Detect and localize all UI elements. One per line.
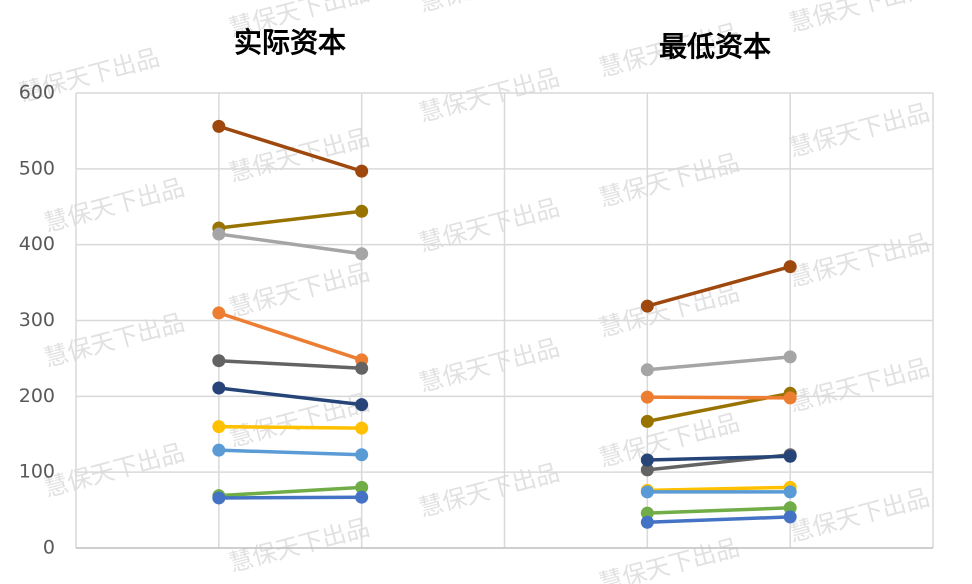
series-line bbox=[218, 232, 791, 372]
watermark: 慧保天下出品 bbox=[786, 98, 932, 162]
watermark: 慧保天下出品 bbox=[416, 63, 562, 127]
marker bbox=[640, 485, 654, 499]
watermark: 慧保天下出品 bbox=[596, 148, 742, 212]
marker bbox=[212, 119, 226, 133]
marker bbox=[355, 247, 369, 261]
watermark: 慧保天下出品 bbox=[786, 0, 932, 38]
watermark: 慧保天下出品 bbox=[41, 308, 187, 372]
y-tick-label: 100 bbox=[19, 461, 55, 483]
marker bbox=[783, 449, 797, 463]
watermark: 慧保天下出品 bbox=[786, 353, 932, 417]
y-tick-label: 0 bbox=[43, 537, 55, 559]
marker bbox=[212, 491, 226, 505]
marker bbox=[212, 420, 226, 434]
series-line bbox=[218, 311, 791, 400]
watermark: 慧保天下出品 bbox=[416, 458, 562, 522]
series-line bbox=[218, 495, 791, 524]
marker bbox=[212, 227, 226, 241]
watermark: 慧保天下出品 bbox=[596, 533, 742, 584]
watermark: 慧保天下出品 bbox=[786, 228, 932, 292]
marker bbox=[783, 350, 797, 364]
series-line bbox=[218, 124, 791, 308]
y-tick-label: 600 bbox=[19, 82, 55, 104]
watermark: 慧保天下出品 bbox=[596, 278, 742, 342]
marker bbox=[640, 506, 654, 520]
marker bbox=[640, 390, 654, 404]
watermark: 慧保天下出品 bbox=[786, 483, 932, 547]
watermark: 慧保天下出品 bbox=[416, 333, 562, 397]
marker bbox=[355, 204, 369, 218]
marker bbox=[355, 398, 369, 412]
marker bbox=[783, 391, 797, 405]
series-line bbox=[218, 448, 791, 494]
series-line bbox=[218, 386, 791, 462]
marker bbox=[640, 363, 654, 377]
marker bbox=[640, 515, 654, 529]
marker bbox=[355, 421, 369, 435]
y-tick-label: 500 bbox=[19, 157, 55, 179]
marker bbox=[212, 354, 226, 368]
marker bbox=[640, 299, 654, 313]
marker bbox=[783, 485, 797, 499]
marker bbox=[212, 306, 226, 320]
marker bbox=[355, 490, 369, 504]
marker bbox=[783, 260, 797, 274]
panel-title: 实际资本 bbox=[234, 26, 346, 59]
marker bbox=[355, 448, 369, 462]
marker bbox=[640, 453, 654, 467]
marker bbox=[355, 480, 369, 494]
y-tick-label: 300 bbox=[19, 309, 55, 331]
watermark: 慧保天下出品 bbox=[226, 123, 372, 187]
marker bbox=[640, 463, 654, 477]
marker bbox=[212, 381, 226, 395]
watermark: 慧保天下出品 bbox=[416, 193, 562, 257]
series-line bbox=[218, 485, 791, 515]
marker bbox=[355, 361, 369, 375]
panel-title: 最低资本 bbox=[659, 30, 771, 63]
watermark: 慧保天下出品 bbox=[226, 258, 372, 322]
marker bbox=[640, 414, 654, 428]
watermark: 慧保天下出品 bbox=[226, 513, 372, 577]
marker bbox=[783, 501, 797, 515]
y-tick-label: 200 bbox=[19, 385, 55, 407]
y-tick-label: 400 bbox=[19, 233, 55, 255]
marker bbox=[355, 164, 369, 178]
series-line bbox=[218, 424, 791, 493]
watermark: 慧保天下出品 bbox=[416, 0, 562, 18]
watermark: 慧保天下出品 bbox=[41, 438, 187, 502]
watermark: 慧保天下出品 bbox=[41, 173, 187, 237]
marker bbox=[783, 510, 797, 524]
marker bbox=[212, 443, 226, 457]
